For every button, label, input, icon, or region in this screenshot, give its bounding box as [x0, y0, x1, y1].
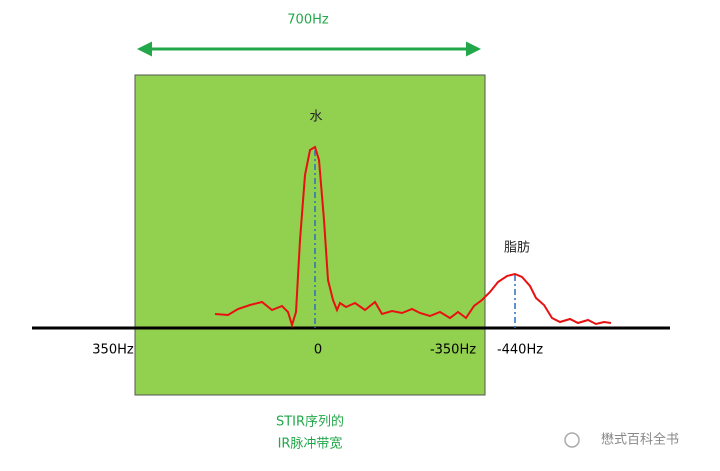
caption-line: IR脉冲带宽 — [278, 436, 343, 452]
caption-line: STIR序列的 — [276, 414, 344, 430]
pulse-band — [134, 74, 486, 396]
watermark-icon — [564, 432, 580, 448]
water-label: 水 — [309, 110, 322, 125]
bandwidth-label: 700Hz — [287, 13, 329, 28]
axis-label: -440Hz — [497, 343, 543, 358]
axis-label: 0 — [314, 343, 322, 358]
axis-label: 350Hz — [92, 343, 134, 358]
axis-label: -350Hz — [430, 343, 476, 358]
watermark: 懋式百科全书 — [601, 432, 679, 448]
fat-label: 脂肪 — [504, 240, 530, 256]
spectrum-curve — [214, 145, 612, 329]
